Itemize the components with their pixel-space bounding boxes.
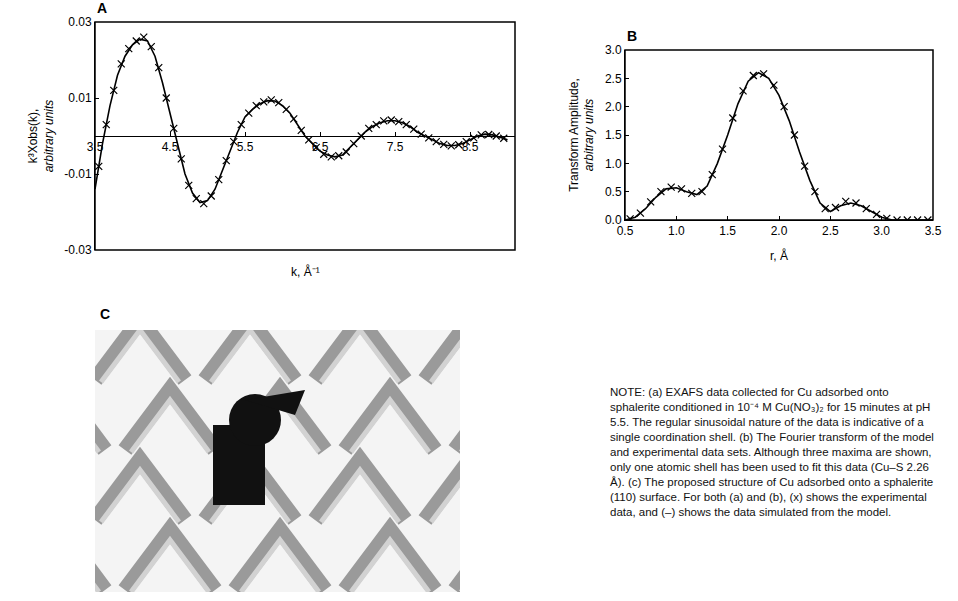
svg-text:1.0: 1.0 [605, 157, 622, 171]
svg-text:8.5: 8.5 [462, 140, 479, 154]
svg-text:k, Å⁻¹: k, Å⁻¹ [291, 264, 320, 279]
svg-text:Transform Amplitude,arbitrary: Transform Amplitude,arbitrary units [567, 78, 597, 192]
svg-text:4.5: 4.5 [162, 140, 179, 154]
svg-text:r, Å: r, Å [770, 248, 788, 263]
svg-text:1.5: 1.5 [605, 128, 622, 142]
svg-text:3.0: 3.0 [873, 224, 890, 238]
svg-text:6.5: 6.5 [312, 140, 329, 154]
svg-text:7.5: 7.5 [387, 140, 404, 154]
svg-text:A: A [97, 0, 107, 16]
svg-text:0.01: 0.01 [68, 91, 92, 105]
svg-text:k³Xobs(k),arbitrary units: k³Xobs(k),arbitrary units [26, 100, 56, 173]
html-text:C: C [100, 306, 111, 322]
svg-text:-0.03: -0.03 [64, 243, 92, 257]
svg-text:3.5: 3.5 [925, 224, 942, 238]
svg-text:0.0: 0.0 [605, 213, 622, 227]
svg-text:1.5: 1.5 [719, 224, 736, 238]
svg-text:2.0: 2.0 [771, 224, 788, 238]
svg-text:-0.01: -0.01 [64, 167, 92, 181]
html-text:NOTE: (a) EXAFS data collected: NOTE: (a) EXAFS data collected for Cu ad… [610, 386, 934, 518]
svg-text:3.5: 3.5 [87, 140, 104, 154]
svg-text:2.5: 2.5 [605, 72, 622, 86]
svg-text:1.0: 1.0 [668, 224, 685, 238]
svg-text:3.0: 3.0 [605, 43, 622, 57]
svg-text:2.5: 2.5 [822, 224, 839, 238]
svg-text:5.5: 5.5 [237, 140, 254, 154]
svg-text:0.5: 0.5 [605, 185, 622, 199]
svg-text:2.0: 2.0 [605, 100, 622, 114]
svg-text:0.5: 0.5 [617, 224, 634, 238]
svg-text:B: B [627, 28, 637, 44]
svg-text:0.03: 0.03 [68, 15, 92, 29]
